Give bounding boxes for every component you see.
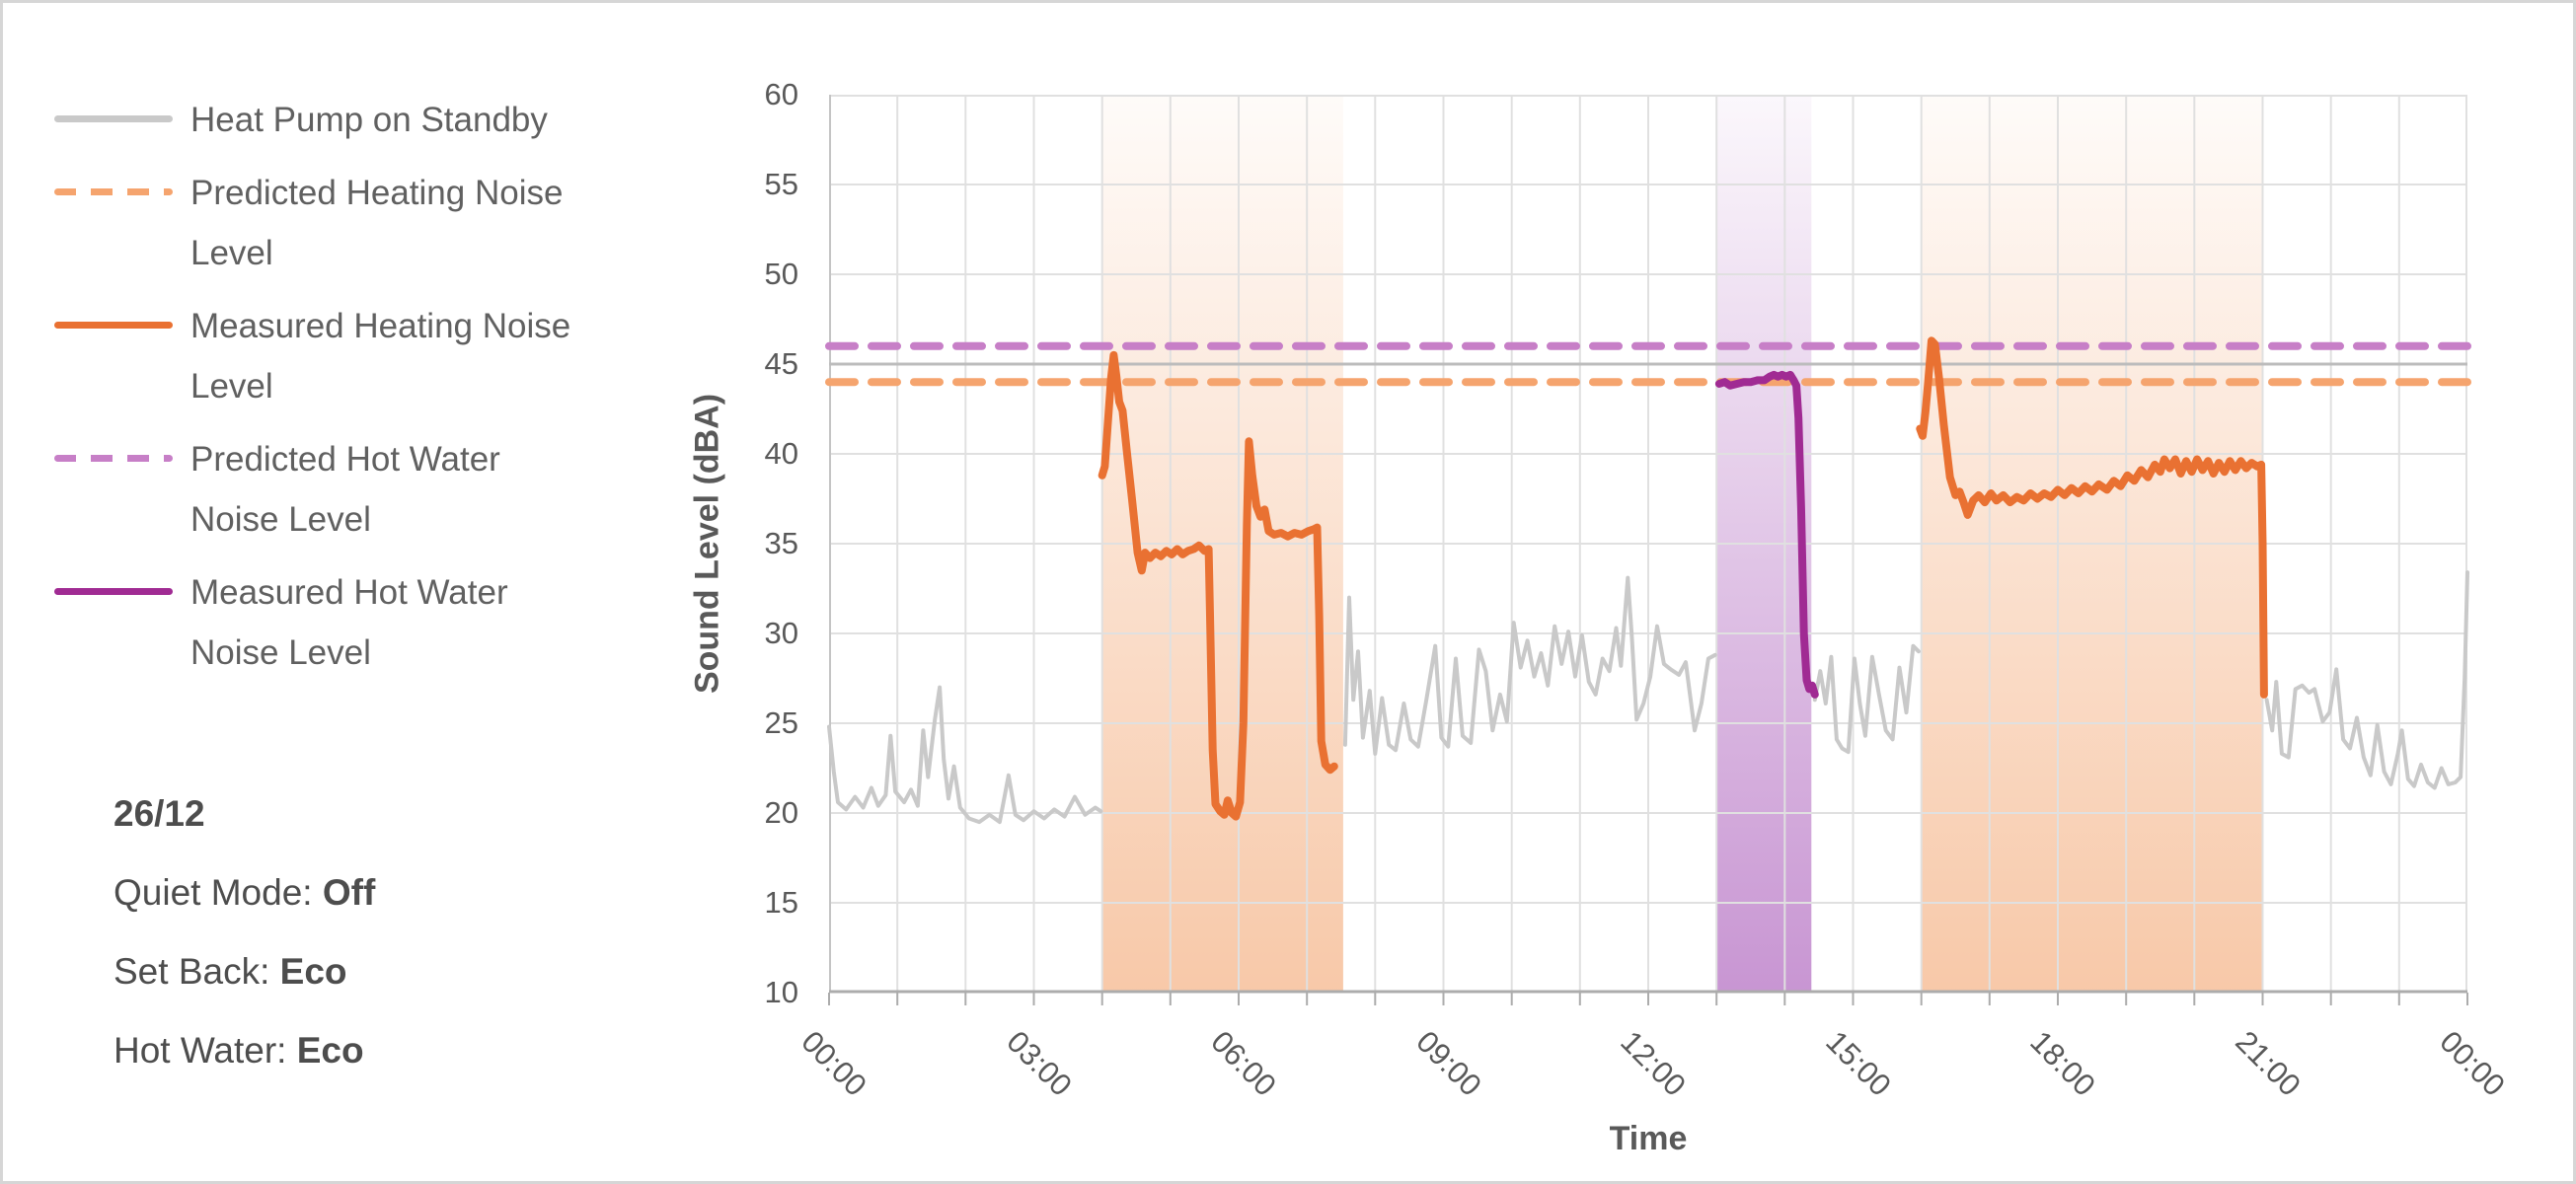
x-tick-label: 00:00 [795, 1024, 873, 1103]
setting-row: Set Back: Eco [114, 932, 375, 1011]
plot-area [825, 95, 2471, 1022]
y-tick-label: 20 [764, 795, 798, 830]
legend-label: Predicted Heating Noise Level [190, 174, 564, 272]
day-settings-block: 26/12 Quiet Mode: Off Set Back: Eco Hot Wa… [114, 775, 375, 1090]
date-label: 26/12 [114, 793, 205, 834]
x-tick-label: 09:00 [1408, 1024, 1488, 1103]
x-tick-label: 12:00 [1614, 1024, 1693, 1103]
legend-item-standby: Heat Pump on Standby [54, 90, 607, 150]
y-tick-label: 55 [764, 167, 798, 201]
setting-row: Quiet Mode: Off [114, 853, 375, 932]
setting-value: Off [312, 872, 376, 913]
x-tick-label: 03:00 [999, 1024, 1079, 1103]
y-tick-label: 40 [764, 436, 798, 471]
x-tick-label: 15:00 [1818, 1024, 1898, 1103]
chart-legend: Heat Pump on Standby Predicted Heating No… [54, 90, 607, 696]
legend-item-measured_heating: Measured Heating Noise Level [54, 296, 607, 416]
predicted_heating-line-swatch-icon [54, 188, 173, 195]
x-tick-label: 21:00 [2228, 1024, 2308, 1103]
legend-label: Measured Hot Water Noise Level [190, 573, 508, 672]
measured_heating-line-swatch-icon [54, 322, 173, 329]
setting-label: Set Back: [114, 951, 270, 992]
chart-canvas [825, 95, 2471, 1005]
x-tick-label: 18:00 [2023, 1024, 2102, 1103]
x-tick-label: 00:00 [2433, 1024, 2512, 1103]
y-tick-label: 50 [764, 257, 798, 291]
y-tick-label: 10 [764, 975, 798, 1009]
legend-item-predicted_heating: Predicted Heating Noise Level [54, 163, 607, 283]
setting-row: Hot Water: Eco [114, 1011, 375, 1090]
legend-item-measured_hot_water: Measured Hot Water Noise Level [54, 562, 607, 683]
setting-label: Hot Water: [114, 1030, 287, 1071]
setting-value: Eco [286, 1030, 364, 1071]
setting-value: Eco [269, 951, 347, 992]
y-axis-title: Sound Level (dBA) [688, 393, 726, 695]
y-tick-label: 45 [764, 346, 798, 381]
legend-label: Heat Pump on Standby [190, 101, 548, 139]
y-tick-label: 15 [764, 885, 798, 920]
y-tick-label: 35 [764, 526, 798, 560]
setting-label: Quiet Mode: [114, 872, 313, 913]
legend-item-predicted_hot_water: Predicted Hot Water Noise Level [54, 429, 607, 550]
x-axis-title: Time [1609, 1120, 1688, 1157]
measured_hot_water-line-swatch-icon [54, 588, 173, 595]
legend-label: Measured Heating Noise Level [190, 307, 571, 406]
y-tick-label: 30 [764, 616, 798, 650]
y-tick-label: 25 [764, 705, 798, 740]
predicted_hot_water-line-swatch-icon [54, 455, 173, 462]
x-tick-label: 06:00 [1204, 1024, 1283, 1103]
standby-line-swatch-icon [54, 115, 173, 122]
y-tick-label: 60 [764, 77, 798, 111]
legend-label: Predicted Hot Water Noise Level [190, 440, 500, 539]
